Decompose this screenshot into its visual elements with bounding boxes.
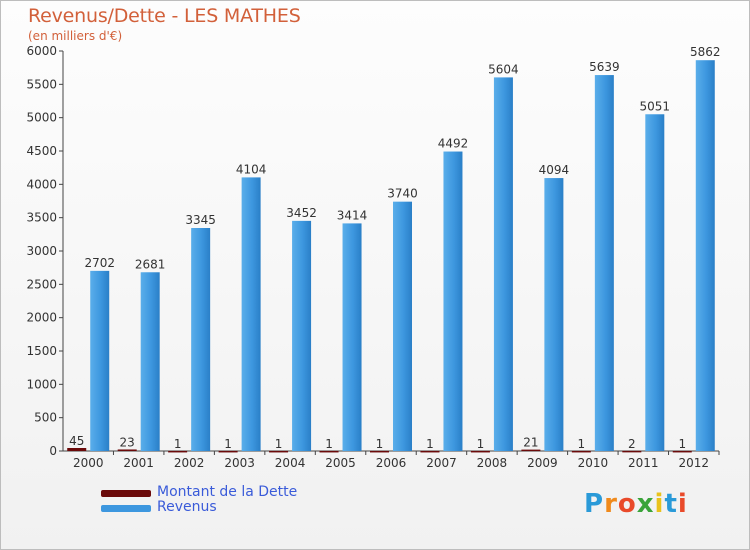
- debt-bar: [521, 449, 541, 452]
- debt-value-label: 23: [120, 435, 135, 449]
- legend-swatch-revenus: [101, 505, 151, 512]
- debt-bar: [420, 450, 440, 453]
- revenue-bar: [90, 270, 110, 451]
- x-tick-label: 2007: [426, 456, 457, 470]
- y-tick-label: 2000: [26, 311, 57, 325]
- debt-bar: [67, 448, 87, 451]
- revenue-value-label: 3740: [387, 187, 418, 201]
- revenue-value-label: 5604: [488, 62, 519, 76]
- y-tick-label: 5000: [26, 111, 57, 125]
- y-tick-label: 0: [49, 444, 57, 458]
- revenue-bar: [140, 272, 160, 451]
- revenue-value-label: 2681: [135, 257, 166, 271]
- x-tick-label: 2004: [275, 456, 306, 470]
- revenue-bar: [342, 223, 362, 451]
- revenue-value-label: 4094: [539, 163, 570, 177]
- debt-value-label: 1: [678, 437, 686, 451]
- legend-label-dette: Montant de la Dette: [157, 484, 298, 500]
- y-tick-label: 4500: [26, 144, 57, 158]
- debt-value-label: 1: [578, 437, 586, 451]
- y-tick-label: 6000: [26, 44, 57, 58]
- x-tick-label: 2000: [73, 456, 104, 470]
- debt-bar: [571, 450, 591, 453]
- x-tick-label: 2012: [678, 456, 709, 470]
- debt-value-label: 1: [224, 437, 232, 451]
- revenue-value-label: 4492: [438, 137, 469, 151]
- revenue-bar: [544, 178, 564, 452]
- revenue-bar: [241, 177, 261, 451]
- y-tick-label: 500: [34, 411, 57, 425]
- debt-value-label: 1: [376, 437, 384, 451]
- x-tick-label: 2001: [123, 456, 154, 470]
- revenue-bar: [292, 220, 312, 451]
- revenue-bar: [594, 75, 614, 452]
- revenue-value-label: 5862: [690, 45, 721, 59]
- debt-bar: [168, 450, 188, 453]
- x-tick-label: 2010: [578, 456, 609, 470]
- x-tick-label: 2008: [477, 456, 508, 470]
- revenue-bar: [443, 151, 463, 452]
- legend-label-revenus: Revenus: [157, 499, 217, 515]
- y-tick-label: 4000: [26, 177, 57, 191]
- revenue-bar: [393, 201, 412, 451]
- debt-bar: [672, 450, 692, 453]
- debt-value-label: 1: [477, 437, 485, 451]
- y-tick-label: 1000: [26, 377, 57, 391]
- revenue-bar: [645, 114, 665, 452]
- revenue-value-label: 5639: [589, 60, 620, 74]
- proxiti-logo: Proxiti: [584, 489, 688, 519]
- y-tick-label: 5500: [26, 77, 57, 91]
- y-tick-label: 2500: [26, 277, 57, 291]
- y-tick-label: 3000: [26, 244, 57, 258]
- x-tick-label: 2011: [628, 456, 659, 470]
- debt-bar: [218, 450, 238, 453]
- debt-value-label: 45: [69, 434, 84, 448]
- x-tick-label: 2003: [224, 456, 255, 470]
- revenue-bar: [191, 228, 211, 451]
- revenue-value-label: 4104: [236, 162, 267, 176]
- revenue-value-label: 3452: [286, 206, 317, 220]
- debt-bar: [269, 450, 289, 453]
- x-tick-label: 2005: [325, 456, 356, 470]
- y-tick-label: 3500: [26, 211, 57, 225]
- debt-value-label: 2: [628, 437, 636, 451]
- debt-value-label: 1: [275, 437, 283, 451]
- revenue-bar: [695, 60, 715, 451]
- debt-bar: [622, 450, 642, 453]
- x-tick-label: 2002: [174, 456, 205, 470]
- debt-value-label: 1: [325, 437, 333, 451]
- chart-title: Revenus/Dette - LES MATHES: [28, 5, 301, 27]
- revenue-value-label: 3345: [185, 213, 216, 227]
- revenue-value-label: 5051: [640, 99, 671, 113]
- debt-value-label: 1: [174, 437, 182, 451]
- debt-bar: [117, 449, 137, 451]
- revenue-bar: [493, 77, 513, 452]
- y-tick-label: 1500: [26, 344, 57, 358]
- chart-subtitle: (en milliers d'€): [28, 29, 123, 43]
- debt-bar: [470, 450, 490, 453]
- debt-bar: [319, 450, 339, 453]
- debt-value-label: 1: [426, 437, 434, 451]
- legend-swatch-dette: [101, 490, 151, 497]
- debt-value-label: 21: [523, 436, 538, 450]
- revenue-value-label: 2702: [84, 256, 115, 270]
- debt-bar: [370, 450, 389, 453]
- revenue-value-label: 3414: [337, 208, 368, 222]
- x-tick-label: 2006: [376, 456, 407, 470]
- x-tick-label: 2009: [527, 456, 558, 470]
